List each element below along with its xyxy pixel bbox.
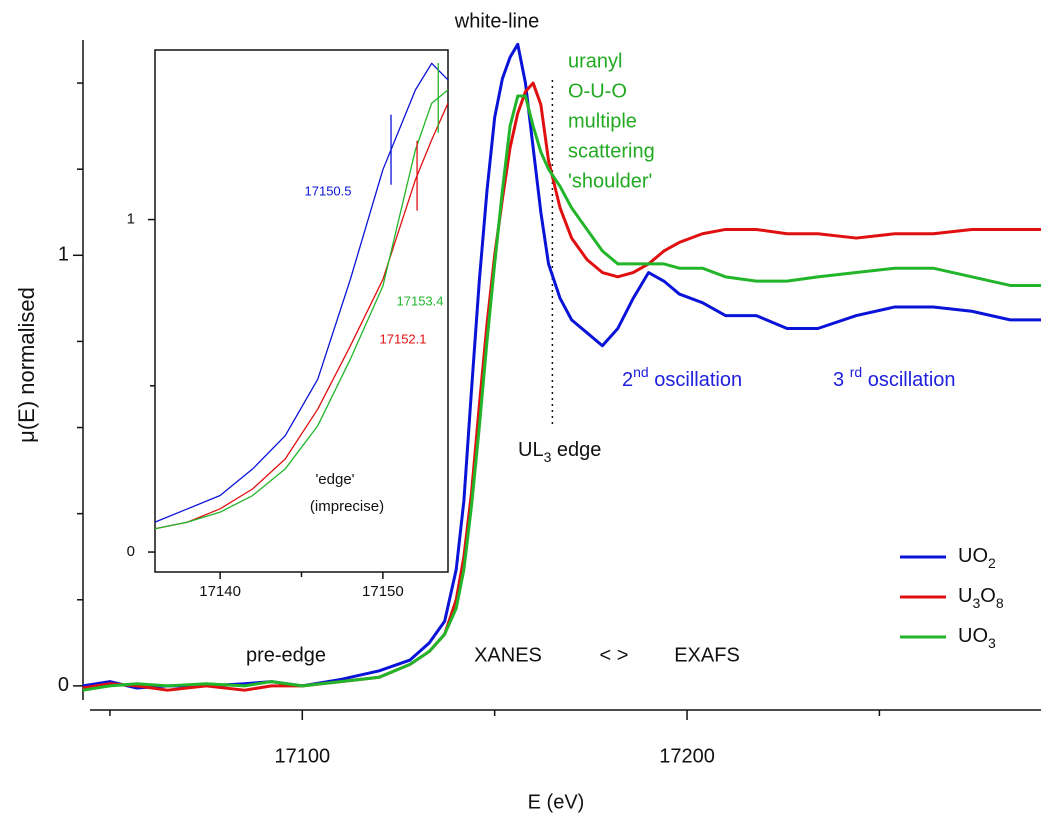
data-line: [82, 94, 1041, 692]
annotation-part: oscillation: [649, 369, 742, 391]
legend-text-part: UO: [958, 545, 988, 567]
annotation: 'edge': [315, 471, 354, 488]
annotation-part: 3: [833, 369, 850, 391]
annotation-part: nd: [633, 364, 649, 380]
legend-label: UO2: [958, 545, 996, 570]
annotation-part: oscillation: [862, 369, 955, 391]
annotation: < >: [600, 644, 629, 666]
x-tick-label: 17140: [199, 583, 241, 600]
annotation: XANES: [474, 644, 542, 666]
annotation: O-U-O: [568, 80, 627, 102]
x-tick-label: 17150: [362, 583, 404, 600]
y-tick-label: 1: [127, 211, 135, 228]
data-line: [154, 89, 449, 530]
annotation-part: 2: [622, 369, 633, 391]
annotation: 'shoulder': [568, 170, 652, 192]
annotation: white-line: [454, 10, 539, 32]
inset-frame: [154, 49, 449, 573]
annotation: uranyl: [568, 50, 622, 72]
annotation: pre-edge: [246, 644, 326, 666]
inset-plot: 17140 17150 0 1: [127, 62, 449, 600]
annotation-part: rd: [850, 364, 862, 380]
annotation: scattering: [568, 140, 655, 162]
legend-text-part: U: [958, 585, 972, 607]
edge-marker-label: 17152.1: [380, 331, 427, 346]
annotation-part: 3: [544, 449, 552, 465]
data-line: [154, 102, 449, 530]
edge-marker-label: 17153.4: [397, 293, 444, 308]
y-axis-label: μ(E) normalised: [14, 287, 39, 443]
y-tick-label: 0: [127, 543, 135, 560]
legend-text-part: UO: [958, 625, 988, 647]
annotation: 2nd oscillation: [622, 364, 742, 392]
annotation: EXAFS: [674, 644, 740, 666]
legend-text-part: 3: [988, 635, 996, 651]
legend-label: UO3: [958, 625, 996, 650]
annotation: 3 rd oscillation: [833, 364, 956, 392]
x-tick-label: 17200: [659, 745, 715, 767]
legend-label: U3O8: [958, 585, 1004, 610]
data-line: [154, 62, 449, 523]
annotation: (imprecise): [310, 498, 384, 515]
legend-text-part: 8: [996, 595, 1004, 611]
y-tick-label: 0: [58, 674, 69, 696]
annotation-part: edge: [551, 439, 601, 461]
legend-text-part: 3: [972, 595, 980, 611]
annotation: UL3 edge: [518, 439, 601, 464]
y-tick-label: 1: [58, 244, 69, 266]
annotation-part: UL: [518, 439, 544, 461]
edge-marker-label: 17150.5: [305, 183, 352, 198]
legend-text-part: O: [980, 585, 996, 607]
shoulder-annotation: uranyl O-U-O multiple scattering 'should…: [568, 50, 655, 192]
x-tick-label: 17100: [274, 745, 330, 767]
legend-text-part: 2: [988, 555, 996, 571]
annotation: multiple: [568, 110, 637, 132]
x-axis-label: E (eV): [528, 791, 585, 813]
